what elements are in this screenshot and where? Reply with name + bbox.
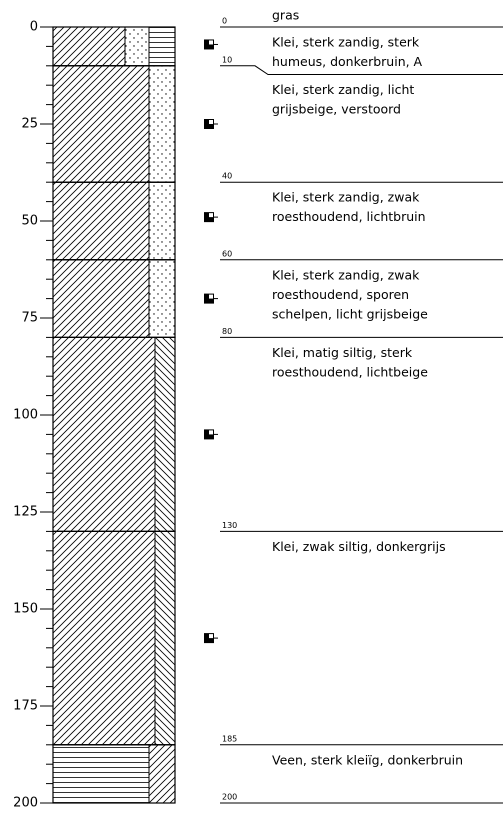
depth-tick-label: 0 [30,20,38,35]
layer-fill [52,744,150,804]
depth-tick-label: 100 [13,408,38,423]
layer-description: roesthoudend, sporen [272,287,409,302]
layer-fill [52,259,150,338]
sample-marker-inner [209,430,213,435]
layer-outline [52,744,176,804]
layer-description: humeus, donkerbruin, A [272,54,423,69]
depth-tick-label: 75 [21,311,38,326]
layer-description: Klei, zwak siltig, donkergrijs [272,539,446,554]
sample-marker-inner [209,634,213,639]
surface-label: gras [272,8,299,23]
sample-marker-inner [209,40,213,45]
layer-description: Klei, sterk zandig, zwak [272,190,420,205]
sample-marker-inner [209,213,213,218]
layer-fill [148,259,176,338]
depth-tick-label: 200 [13,796,38,811]
layer-fill [52,26,126,67]
depth-label: 130 [222,521,237,530]
layer-fill [148,181,176,261]
layer-description: schelpen, licht grijsbeige [272,306,428,321]
depth-label: 80 [222,327,232,336]
layer-fill [154,530,176,746]
depth-label: 185 [222,734,237,743]
depth-label: 0 [222,17,227,26]
layer-description: grijsbeige, verstoord [272,102,401,117]
layer-description: Veen, sterk kleiïg, donkerbruin [272,752,463,767]
layer-description: Klei, matig siltig, sterk [272,345,413,360]
depth-tick-label: 50 [21,214,38,229]
layer-fill [52,181,150,261]
layer-fill [52,65,150,183]
depth-tick-label: 25 [21,117,38,132]
sample-marker-inner [209,120,213,124]
boundary-line [220,65,503,75]
layer-description: roesthoudend, lichtbeige [272,364,428,379]
layer-fill [52,530,156,746]
layer-fill [148,744,176,804]
layer-fill [124,26,150,67]
layer-fill [52,336,156,532]
layer-fill [148,26,176,67]
layer-description: Klei, sterk zandig, sterk [272,35,420,50]
layer-description: Klei, sterk zandig, zwak [272,267,420,282]
layer-description: Klei, sterk zandig, licht [272,82,414,97]
depth-label: 40 [222,172,232,181]
depth-tick-label: 175 [13,699,38,714]
depth-tick-label: 150 [13,602,38,617]
depth-label: 200 [222,793,237,802]
sample-marker-inner [209,294,213,299]
layer-fill [154,336,176,532]
depth-label: 60 [222,249,232,258]
layer-fill [148,65,176,183]
depth-label: 10 [222,55,232,64]
depth-tick-label: 125 [13,505,38,520]
layer-description: roesthoudend, lichtbruin [272,209,426,224]
